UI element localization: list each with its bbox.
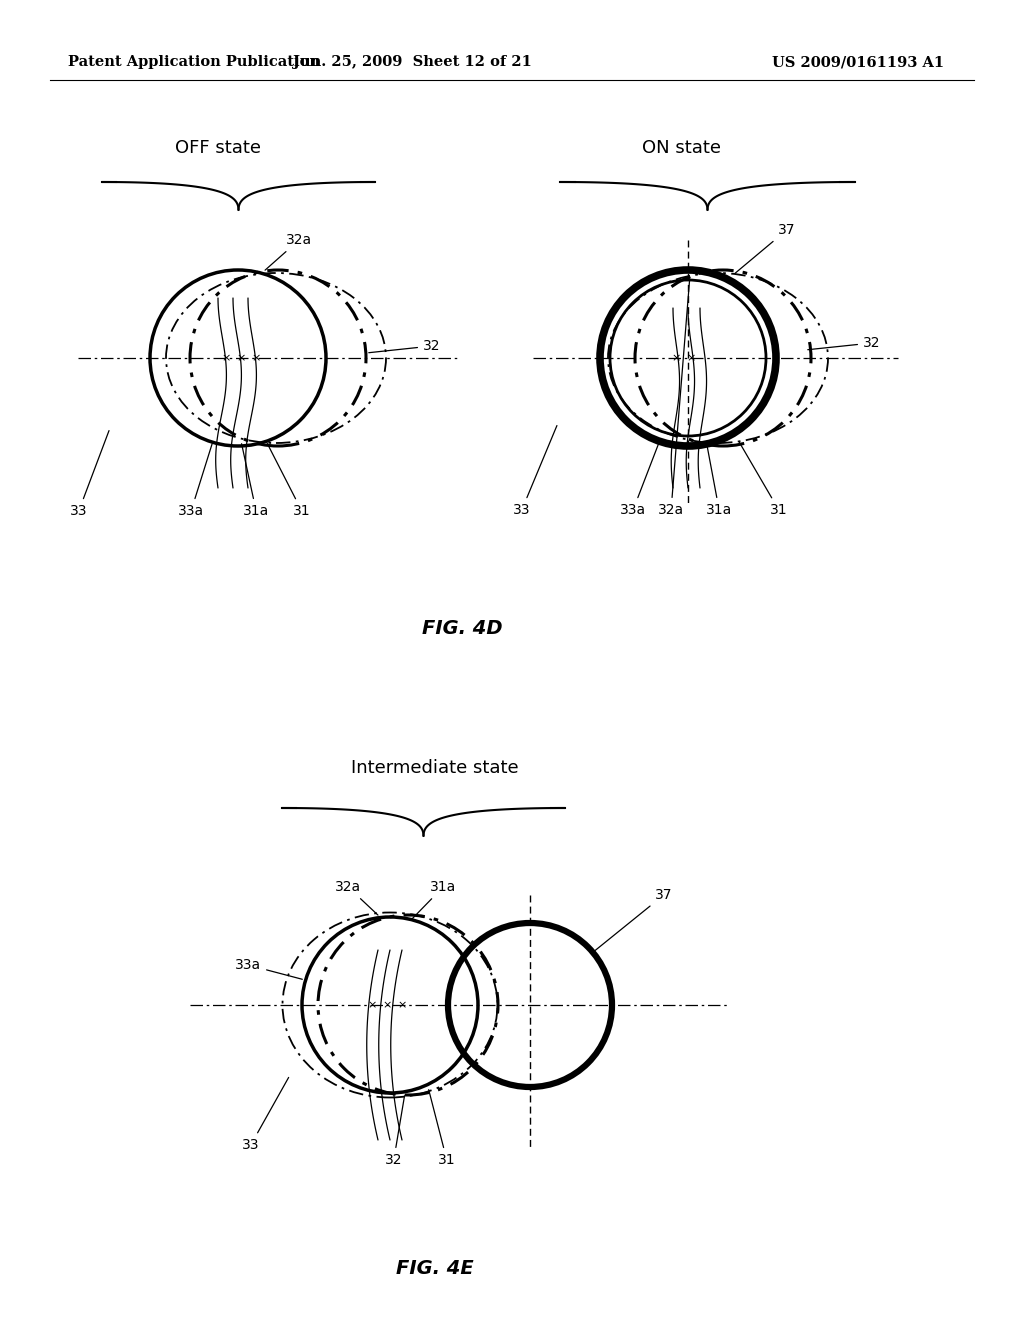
Text: 31a: 31a [706, 442, 732, 517]
Text: ×: × [251, 352, 261, 363]
Text: ×: × [368, 1001, 377, 1010]
Text: 32a: 32a [265, 234, 312, 271]
Text: ×: × [382, 1001, 392, 1010]
Text: 32: 32 [808, 337, 881, 350]
Text: ON state: ON state [642, 139, 722, 157]
Text: 31a: 31a [242, 444, 269, 517]
Text: FIG. 4D: FIG. 4D [422, 619, 503, 638]
Text: 31: 31 [739, 442, 787, 517]
Text: ×: × [672, 352, 681, 363]
Text: 33: 33 [242, 1077, 289, 1152]
Text: 32a: 32a [658, 277, 690, 517]
Text: 31a: 31a [412, 880, 457, 919]
Text: 32: 32 [369, 339, 440, 352]
Text: ×: × [686, 352, 695, 363]
Text: 33a: 33a [234, 958, 302, 979]
Text: ×: × [221, 352, 230, 363]
Text: 32a: 32a [335, 880, 378, 915]
Text: 33: 33 [70, 430, 109, 517]
Text: 32: 32 [385, 1096, 404, 1167]
Text: 31: 31 [267, 444, 310, 517]
Text: FIG. 4E: FIG. 4E [396, 1258, 474, 1278]
Text: ×: × [237, 352, 246, 363]
Text: Jun. 25, 2009  Sheet 12 of 21: Jun. 25, 2009 Sheet 12 of 21 [293, 55, 531, 69]
Text: Patent Application Publication: Patent Application Publication [68, 55, 319, 69]
Text: 31: 31 [429, 1090, 456, 1167]
Text: US 2009/0161193 A1: US 2009/0161193 A1 [772, 55, 944, 69]
Text: 37: 37 [594, 888, 673, 952]
Text: 37: 37 [735, 223, 796, 273]
Text: 33a: 33a [620, 442, 659, 517]
Text: 33: 33 [513, 425, 557, 517]
Text: Intermediate state: Intermediate state [351, 759, 519, 777]
Text: OFF state: OFF state [175, 139, 261, 157]
Text: 33a: 33a [178, 444, 212, 517]
Text: ×: × [397, 1001, 407, 1010]
